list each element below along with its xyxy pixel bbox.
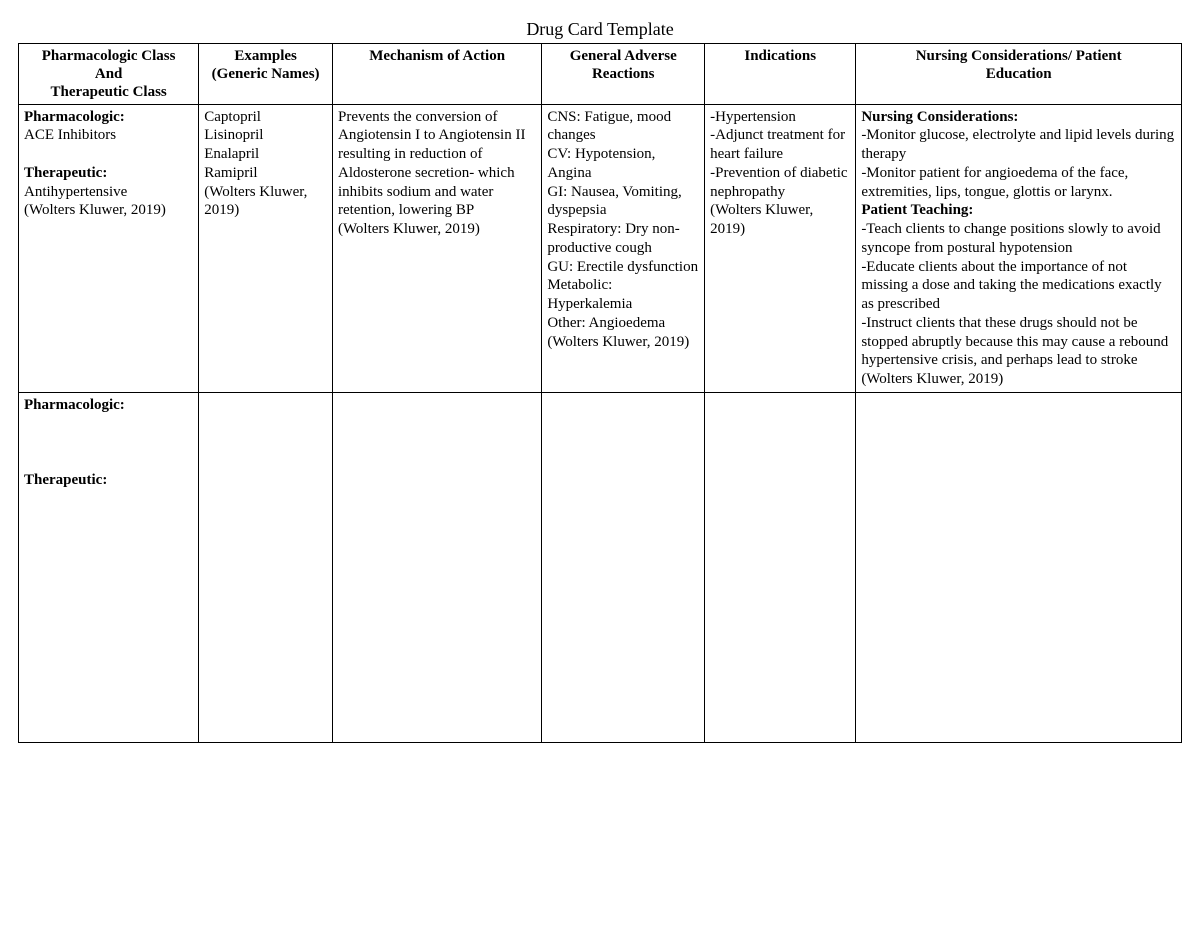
header-adverse: General Adverse Reactions [542, 43, 705, 104]
cell-indications-empty [705, 392, 856, 742]
page-title: Drug Card Template [18, 18, 1182, 41]
table-row: Pharmacologic: ACE Inhibitors Therapeuti… [19, 104, 1182, 392]
citation: (Wolters Kluwer, 2019) [24, 201, 193, 220]
indication-item: -Prevention of diabetic nephropathy [710, 164, 850, 202]
adverse-item: Other: Angioedema [547, 314, 699, 333]
nursing-item: -Monitor glucose, electrolyte and lipid … [861, 126, 1176, 164]
adverse-item: GI: Nausea, Vomiting, dyspepsia [547, 183, 699, 221]
citation: (Wolters Kluwer, 2019) [861, 370, 1176, 389]
example-item: Ramipril [204, 164, 327, 183]
cell-adverse-empty [542, 392, 705, 742]
adverse-item: GU: Erectile dysfunction [547, 258, 699, 277]
label-therapeutic: Therapeutic: [24, 165, 107, 181]
header-nursing: Nursing Considerations/ Patient Educatio… [856, 43, 1182, 104]
indication-item: -Adjunct treatment for heart failure [710, 126, 850, 164]
cell-adverse: CNS: Fatigue, mood changes CV: Hypotensi… [542, 104, 705, 392]
header-mechanism: Mechanism of Action [332, 43, 541, 104]
label-pharmacologic: Pharmacologic: [24, 397, 125, 413]
label-therapeutic: Therapeutic: [24, 472, 107, 488]
citation: (Wolters Kluwer, 2019) [204, 183, 327, 221]
cell-examples: Captopril Lisinopril Enalapril Ramipril … [199, 104, 333, 392]
cell-examples-empty [199, 392, 333, 742]
value-pharmacologic: ACE Inhibitors [24, 126, 193, 145]
label-pharmacologic: Pharmacologic: [24, 109, 125, 125]
value-therapeutic: Antihypertensive [24, 183, 193, 202]
cell-mechanism: Prevents the conversion of Angiotensin I… [332, 104, 541, 392]
adverse-item: Metabolic: Hyperkalemia [547, 276, 699, 314]
cell-class-empty: Pharmacologic: Therapeutic: [19, 392, 199, 742]
example-item: Lisinopril [204, 126, 327, 145]
cell-class: Pharmacologic: ACE Inhibitors Therapeuti… [19, 104, 199, 392]
header-indications: Indications [705, 43, 856, 104]
mechanism-text: Prevents the conversion of Angiotensin I… [338, 108, 536, 221]
table-row: Pharmacologic: Therapeutic: [19, 392, 1182, 742]
drug-card-table: Pharmacologic Class And Therapeutic Clas… [18, 43, 1182, 743]
citation: (Wolters Kluwer, 2019) [710, 201, 850, 239]
nursing-item: -Monitor patient for angioedema of the f… [861, 164, 1176, 202]
header-class: Pharmacologic Class And Therapeutic Clas… [19, 43, 199, 104]
header-examples: Examples (Generic Names) [199, 43, 333, 104]
cell-indications: -Hypertension -Adjunct treatment for hea… [705, 104, 856, 392]
teaching-item: -Educate clients about the importance of… [861, 258, 1176, 314]
indication-item: -Hypertension [710, 108, 850, 127]
label-patient-teaching: Patient Teaching: [861, 202, 973, 218]
header-row: Pharmacologic Class And Therapeutic Clas… [19, 43, 1182, 104]
adverse-item: CV: Hypotension, Angina [547, 145, 699, 183]
cell-nursing: Nursing Considerations: -Monitor glucose… [856, 104, 1182, 392]
cell-nursing-empty [856, 392, 1182, 742]
citation: (Wolters Kluwer, 2019) [547, 333, 699, 352]
cell-mechanism-empty [332, 392, 541, 742]
citation: (Wolters Kluwer, 2019) [338, 220, 536, 239]
example-item: Enalapril [204, 145, 327, 164]
teaching-item: -Instruct clients that these drugs shoul… [861, 314, 1176, 370]
example-item: Captopril [204, 108, 327, 127]
adverse-item: CNS: Fatigue, mood changes [547, 108, 699, 146]
label-nursing-considerations: Nursing Considerations: [861, 109, 1018, 125]
adverse-item: Respiratory: Dry non-productive cough [547, 220, 699, 258]
teaching-item: -Teach clients to change positions slowl… [861, 220, 1176, 258]
